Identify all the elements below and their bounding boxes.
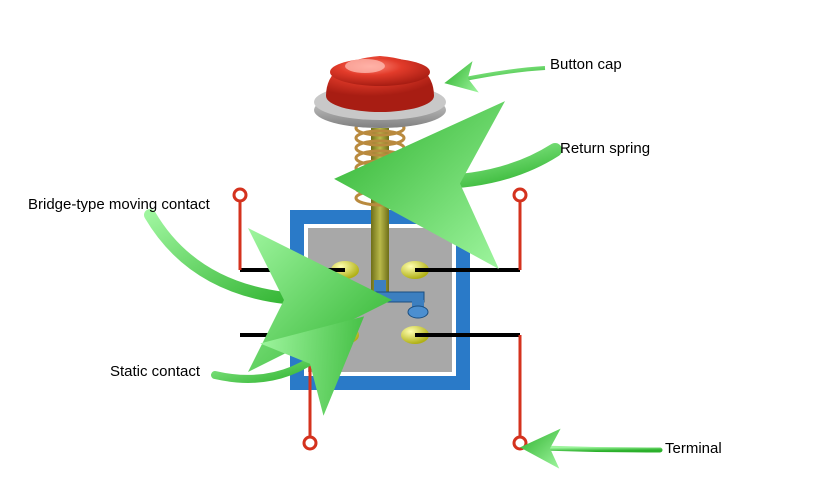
label-button-cap: Button cap (550, 56, 622, 73)
arrow-bridge-contact (150, 215, 320, 300)
terminals (234, 189, 526, 449)
static-contacts (331, 261, 429, 344)
label-static-contact: Static contact (110, 363, 200, 380)
button-cap (314, 56, 446, 128)
label-terminal: Terminal (665, 440, 722, 457)
housing (290, 210, 470, 390)
wires (240, 200, 520, 440)
return-spring (356, 121, 404, 205)
arrow-terminal (540, 448, 660, 450)
diagram-svg (0, 0, 832, 502)
arrow-return-spring (418, 150, 555, 182)
label-bridge-contact: Bridge-type moving contact (28, 196, 210, 213)
arrow-static-contact (215, 348, 328, 379)
arrow-button-cap (460, 68, 545, 80)
pushbutton-diagram: Button cap Return spring Bridge-type mov… (0, 0, 832, 502)
bridge-moving-contact (332, 280, 428, 318)
label-return-spring: Return spring (560, 140, 650, 157)
callout-arrows (150, 68, 660, 450)
shaft (371, 128, 389, 295)
